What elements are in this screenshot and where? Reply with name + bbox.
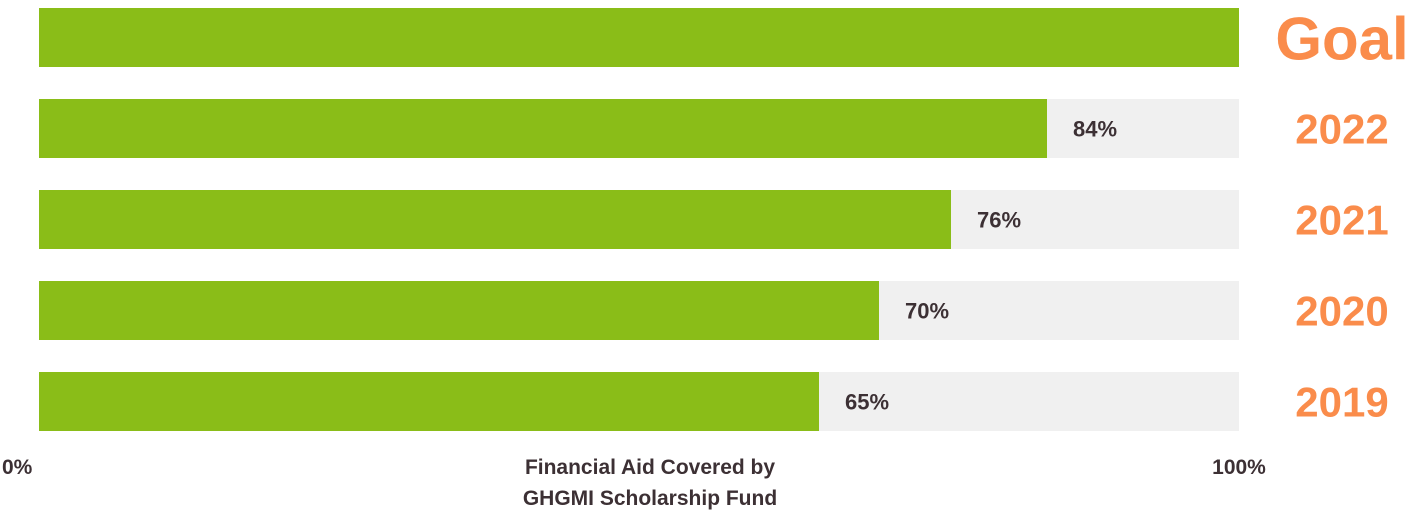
data-label-2021: 76% xyxy=(977,208,1021,233)
category-label-goal: Goal xyxy=(1275,6,1408,73)
x-tick-label-0: 0% xyxy=(2,456,33,479)
bar-2022 xyxy=(39,99,1047,158)
data-label-2020: 70% xyxy=(905,299,949,324)
category-label-2020: 2020 xyxy=(1295,288,1388,335)
data-label-2022: 84% xyxy=(1073,117,1117,142)
x-tick-label-100: 100% xyxy=(1212,456,1266,479)
category-label-2019: 2019 xyxy=(1295,379,1388,426)
x-axis-label: Financial Aid Covered by GHGMI Scholarsh… xyxy=(440,452,860,514)
bar-goal xyxy=(39,8,1239,67)
x-axis-label-line-2: GHGMI Scholarship Fund xyxy=(522,487,778,510)
data-label-2019: 65% xyxy=(845,390,889,415)
bar-2020 xyxy=(39,281,879,340)
bar-2021 xyxy=(39,190,951,249)
category-label-2021: 2021 xyxy=(1295,197,1388,244)
category-label-2022: 2022 xyxy=(1295,106,1388,153)
x-axis-label-line-1: Financial Aid Covered by xyxy=(524,456,776,479)
bar-2019 xyxy=(39,372,819,431)
